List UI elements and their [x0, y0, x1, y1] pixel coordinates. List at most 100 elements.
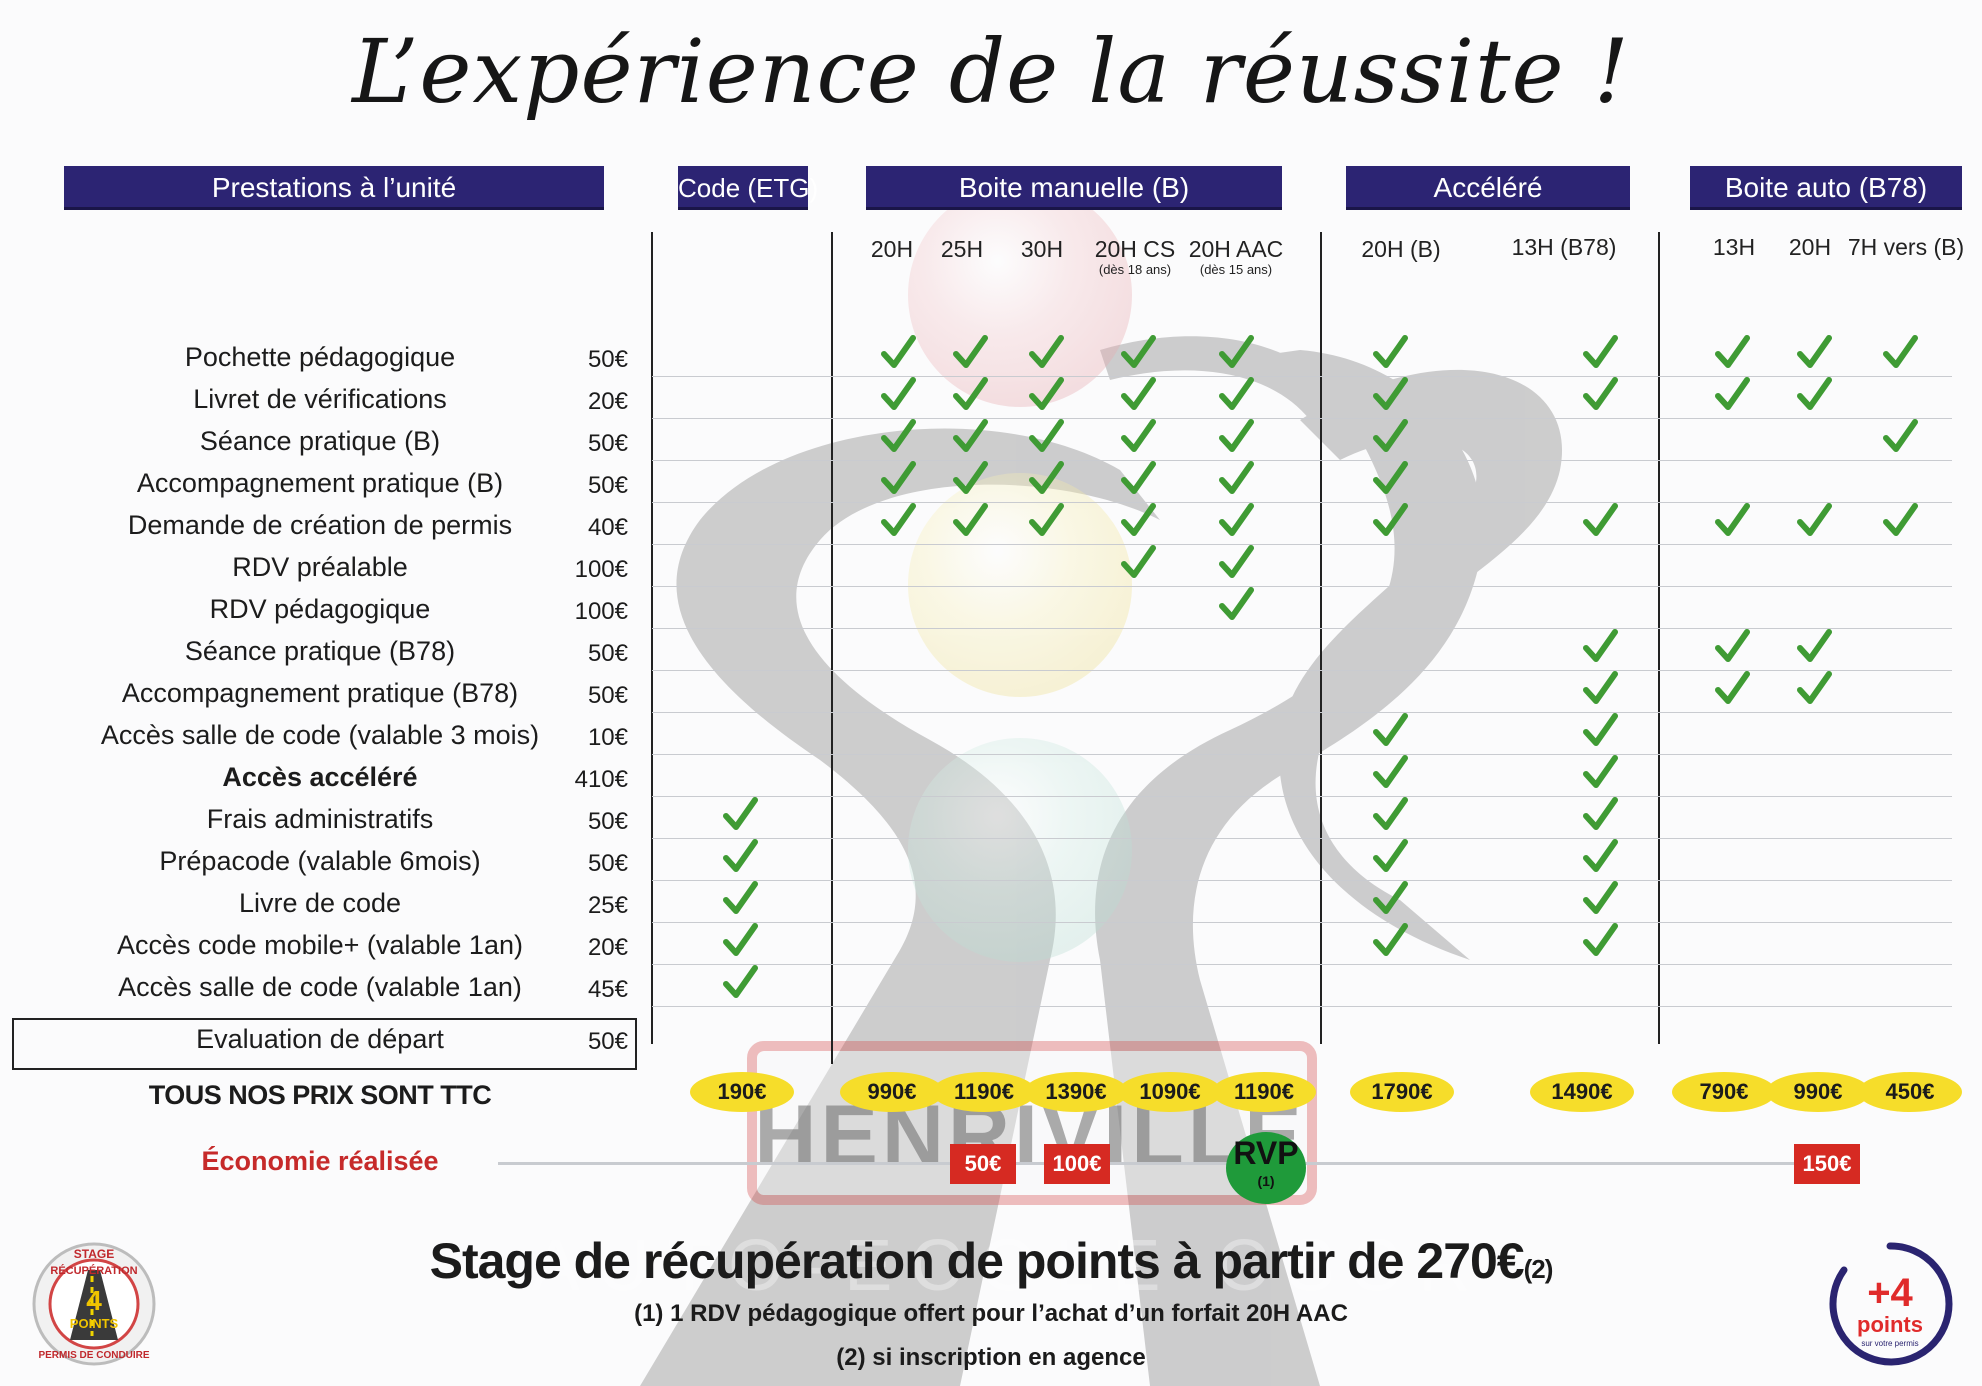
- price-manuelle-30h: 1390€: [1024, 1072, 1128, 1112]
- row-label: Livret de vérifications: [193, 384, 447, 414]
- price-auto-7h: 450€: [1858, 1072, 1962, 1112]
- check-icon: [722, 880, 758, 916]
- header-prestations: Prestations à l’unité: [64, 166, 604, 210]
- row-line: [652, 418, 1952, 419]
- row-price: 25€: [587, 892, 628, 919]
- check-icon: [1028, 334, 1064, 370]
- check-icon: [1372, 502, 1408, 538]
- row-label: Accès salle de code (valable 1an): [118, 972, 522, 1002]
- check-icon: [1120, 460, 1156, 496]
- price-manuelle-25h: 1190€: [932, 1072, 1036, 1112]
- row-label: Accompagnement pratique (B78): [121, 678, 519, 708]
- check-icon: [1120, 502, 1156, 538]
- check-icon: [952, 418, 988, 454]
- row-label: RDV pédagogique: [209, 594, 431, 624]
- check-icon: [1882, 502, 1918, 538]
- row-line: [652, 922, 1952, 923]
- subheader-20h-aac-label: 20H AAC: [1188, 236, 1284, 262]
- separator-prestations-code: [651, 232, 653, 1044]
- price-accelere-20h-b: 1790€: [1350, 1072, 1454, 1112]
- row-label: Frais administratifs: [206, 804, 434, 834]
- row-label: Accompagnement pratique (B): [136, 468, 504, 498]
- plus-4-points-logo: +4 points sur votre permis: [1829, 1242, 1953, 1366]
- check-icon: [1218, 376, 1254, 412]
- evaluation-row-box: [12, 1018, 637, 1070]
- row-price: 45€: [587, 976, 628, 1003]
- row-label: Accès code mobile+ (valable 1an): [117, 930, 523, 960]
- row-line: [652, 586, 1952, 587]
- row-price: 50€: [587, 346, 628, 373]
- row-line: [652, 460, 1952, 461]
- row-price: 50€: [587, 682, 628, 709]
- header-boite-manuelle: Boite manuelle (B): [866, 166, 1282, 210]
- check-icon: [1714, 628, 1750, 664]
- check-icon: [722, 922, 758, 958]
- subheader-accelere-13h-b78: 13H (B78): [1511, 234, 1617, 260]
- row-line: [652, 796, 1952, 797]
- economy-line: [498, 1162, 1858, 1165]
- row-line: [652, 502, 1952, 503]
- row-price: 10€: [587, 724, 628, 751]
- rvp-badge: RVP (1): [1226, 1132, 1306, 1204]
- check-icon: [1120, 544, 1156, 580]
- row-line: [652, 670, 1952, 671]
- header-accelere: Accéléré: [1346, 166, 1630, 210]
- check-icon: [1714, 670, 1750, 706]
- check-icon: [1714, 334, 1750, 370]
- check-icon: [722, 796, 758, 832]
- check-icon: [1372, 418, 1408, 454]
- svg-text:sur votre permis: sur votre permis: [1861, 1339, 1918, 1348]
- row-price: 40€: [587, 514, 628, 541]
- check-icon: [1372, 460, 1408, 496]
- check-icon: [1028, 418, 1064, 454]
- check-icon: [1796, 670, 1832, 706]
- check-icon: [1582, 334, 1618, 370]
- row-price: 410€: [574, 766, 628, 793]
- price-manuelle-20h: 990€: [840, 1072, 944, 1112]
- check-icon: [1582, 922, 1618, 958]
- check-icon: [1218, 544, 1254, 580]
- svg-text:PERMIS DE CONDUIRE: PERMIS DE CONDUIRE: [38, 1350, 149, 1361]
- row-line: [652, 880, 1952, 881]
- check-icon: [1796, 376, 1832, 412]
- svg-text:+4: +4: [1867, 1271, 1913, 1315]
- stage-text: Stage de récupération de points à partir…: [429, 1233, 1525, 1289]
- check-icon: [1372, 376, 1408, 412]
- row-label: Evaluation de départ: [196, 1024, 444, 1054]
- check-icon: [952, 376, 988, 412]
- row-line: [652, 964, 1952, 965]
- header-code: Code (ETG): [678, 166, 818, 210]
- check-icon: [880, 502, 916, 538]
- check-icon: [1882, 334, 1918, 370]
- check-icon: [1796, 334, 1832, 370]
- economy-25h-badge: 50€: [950, 1144, 1016, 1184]
- check-icon: [1218, 460, 1254, 496]
- row-line: [652, 838, 1952, 839]
- check-icon: [1218, 502, 1254, 538]
- stage-footnote-mark: (2): [1523, 1254, 1554, 1284]
- svg-text:STAGE: STAGE: [74, 1247, 114, 1261]
- subheader-manuelle-20h-aac: 20H AAC (dès 15 ans): [1186, 236, 1286, 276]
- row-price: 50€: [587, 472, 628, 499]
- check-icon: [1218, 418, 1254, 454]
- row-label: RDV préalable: [232, 552, 408, 582]
- svg-text:4: 4: [86, 1285, 102, 1316]
- stage-recuperation-logo: STAGE RÉCUPÉRATION 4 POINTS PERMIS DE CO…: [32, 1242, 156, 1366]
- row-label: Accès accéléré: [222, 762, 418, 792]
- check-icon: [1120, 418, 1156, 454]
- check-icon: [1582, 796, 1618, 832]
- row-line: [652, 754, 1952, 755]
- check-icon: [1582, 754, 1618, 790]
- separator-code-manuelle: [831, 232, 833, 1064]
- check-icon: [1028, 460, 1064, 496]
- economy-30h-badge: 100€: [1044, 1144, 1110, 1184]
- check-icon: [1714, 376, 1750, 412]
- subheader-manuelle-25h: 25H: [940, 236, 984, 262]
- separator-accelere-auto: [1658, 232, 1660, 1044]
- check-icon: [1372, 796, 1408, 832]
- check-icon: [1582, 838, 1618, 874]
- row-price: 100€: [574, 556, 628, 583]
- check-icon: [952, 460, 988, 496]
- row-price: 100€: [574, 598, 628, 625]
